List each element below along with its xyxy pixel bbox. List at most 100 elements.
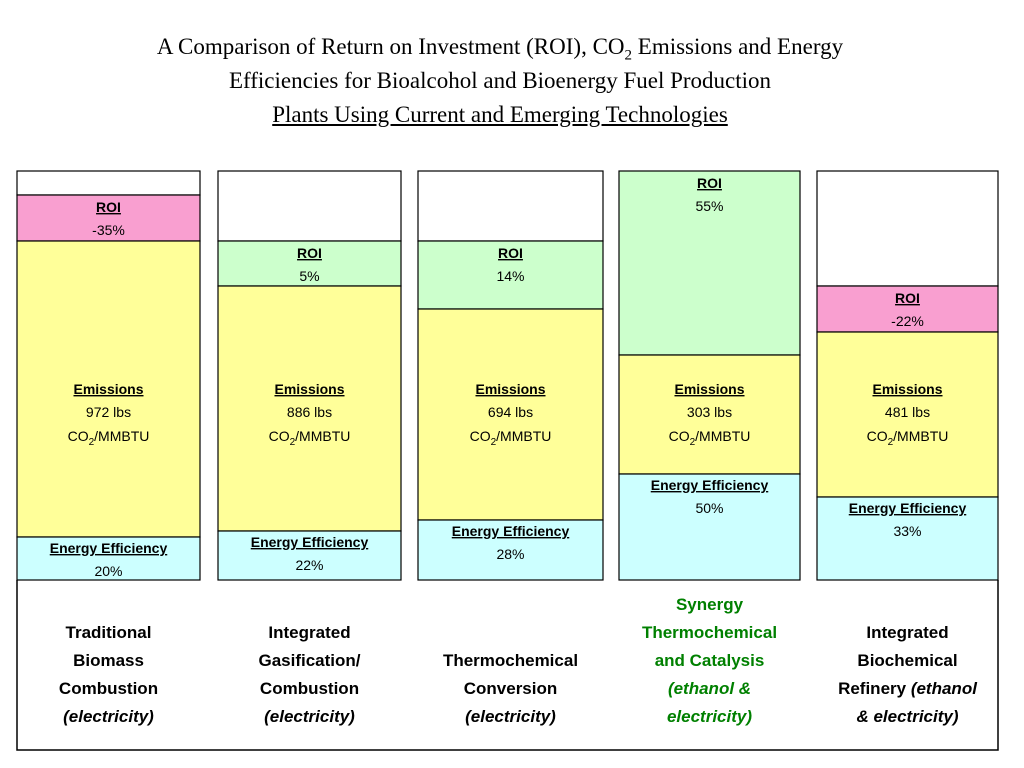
- title-text: Emissions and Energy: [632, 34, 844, 59]
- roi-label: ROI: [96, 199, 121, 215]
- unit-subscript: 2: [89, 437, 95, 448]
- unit-text: CO: [867, 428, 888, 444]
- name-text: Conversion: [464, 679, 558, 698]
- roi-value: 5%: [299, 268, 319, 284]
- emissions-value: 481 lbs: [885, 404, 930, 420]
- column-name: Integrated: [268, 623, 350, 642]
- name-italic: & electricity): [856, 707, 958, 726]
- emissions-unit: CO2/MMBTU: [68, 428, 150, 448]
- column-name: Refinery (ethanol: [838, 679, 978, 698]
- name-text: Traditional: [66, 623, 152, 642]
- unit-text: /MMBTU: [295, 428, 350, 444]
- efficiency-value: 28%: [496, 546, 524, 562]
- name-text: Synergy: [676, 595, 744, 614]
- empty-segment: [816, 170, 999, 287]
- emissions-unit: CO2/MMBTU: [269, 428, 351, 448]
- roi-label: ROI: [498, 245, 523, 261]
- emissions-label: Emissions: [274, 381, 344, 397]
- column-name: (electricity): [264, 707, 355, 726]
- name-text: Thermochemical: [642, 623, 777, 642]
- unit-text: /MMBTU: [94, 428, 149, 444]
- emissions-segment: [417, 308, 604, 521]
- roi-value: -22%: [891, 313, 924, 329]
- name-text: Biochemical: [857, 651, 957, 670]
- efficiency-segment: [16, 536, 201, 581]
- efficiency-label: Energy Efficiency: [251, 534, 369, 550]
- column-name: Synergy: [676, 595, 744, 614]
- name-text: Integrated: [866, 623, 948, 642]
- efficiency-value: 20%: [94, 563, 122, 579]
- empty-segment: [217, 170, 402, 242]
- emissions-label: Emissions: [872, 381, 942, 397]
- roi-value: -35%: [92, 222, 125, 238]
- emissions-value: 886 lbs: [287, 404, 332, 420]
- column-name: (electricity): [63, 707, 154, 726]
- column-name: (electricity): [465, 707, 556, 726]
- emissions-segment: [618, 354, 801, 475]
- unit-subscript: 2: [290, 437, 296, 448]
- name-italic: (ethanol &: [668, 679, 751, 698]
- roi-label: ROI: [895, 290, 920, 306]
- emissions-unit: CO2/MMBTU: [470, 428, 552, 448]
- column-name: Integrated: [866, 623, 948, 642]
- column-name: Thermochemical: [443, 651, 578, 670]
- efficiency-segment: [816, 496, 999, 581]
- column-name: Biomass: [73, 651, 144, 670]
- roi-segment: [417, 240, 604, 310]
- unit-text: CO: [68, 428, 89, 444]
- emissions-label: Emissions: [73, 381, 143, 397]
- title-line: Plants Using Current and Emerging Techno…: [272, 102, 728, 127]
- column-name: Traditional: [66, 623, 152, 642]
- unit-text: /MMBTU: [893, 428, 948, 444]
- efficiency-value: 50%: [695, 500, 723, 516]
- roi-label: ROI: [697, 175, 722, 191]
- efficiency-value: 33%: [893, 523, 921, 539]
- column-name: Combustion: [260, 679, 359, 698]
- column-name: Gasification/: [258, 651, 360, 670]
- emissions-value: 303 lbs: [687, 404, 732, 420]
- unit-subscript: 2: [888, 437, 894, 448]
- empty-segment: [16, 170, 201, 196]
- emissions-segment: [217, 285, 402, 532]
- column-name: Thermochemical: [642, 623, 777, 642]
- name-text: Gasification/: [258, 651, 360, 670]
- column-name: and Catalysis: [655, 651, 765, 670]
- unit-text: /MMBTU: [496, 428, 551, 444]
- title-line: A Comparison of Return on Investment (RO…: [0, 34, 1000, 65]
- title-subscript: 2: [624, 47, 633, 64]
- empty-segment: [417, 170, 604, 242]
- column-name: Combustion: [59, 679, 158, 698]
- column-name: Biochemical: [857, 651, 957, 670]
- name-text: Biomass: [73, 651, 144, 670]
- column-name: (ethanol &: [668, 679, 751, 698]
- unit-text: /MMBTU: [695, 428, 750, 444]
- efficiency-segment: [417, 519, 604, 581]
- emissions-unit: CO2/MMBTU: [669, 428, 751, 448]
- emissions-unit: CO2/MMBTU: [867, 428, 949, 448]
- emissions-value: 972 lbs: [86, 404, 131, 420]
- unit-text: CO: [269, 428, 290, 444]
- roi-segment: [618, 170, 801, 356]
- roi-value: 14%: [496, 268, 524, 284]
- name-text: and Catalysis: [655, 651, 765, 670]
- name-text: Thermochemical: [443, 651, 578, 670]
- column-name: & electricity): [856, 707, 958, 726]
- name-text: Combustion: [260, 679, 359, 698]
- roi-value: 55%: [695, 198, 723, 214]
- name-italic: (electricity): [63, 707, 154, 726]
- name-italic: (electricity): [264, 707, 355, 726]
- roi-segment: [217, 240, 402, 287]
- unit-text: CO: [669, 428, 690, 444]
- efficiency-label: Energy Efficiency: [50, 540, 168, 556]
- column-name: Conversion: [464, 679, 558, 698]
- unit-subscript: 2: [491, 437, 497, 448]
- efficiency-label: Energy Efficiency: [452, 523, 570, 539]
- efficiency-segment: [618, 473, 801, 581]
- name-italic: (ethanol: [911, 679, 978, 698]
- unit-subscript: 2: [690, 437, 696, 448]
- efficiency-segment: [217, 530, 402, 581]
- emissions-label: Emissions: [475, 381, 545, 397]
- name-italic: (electricity): [465, 707, 556, 726]
